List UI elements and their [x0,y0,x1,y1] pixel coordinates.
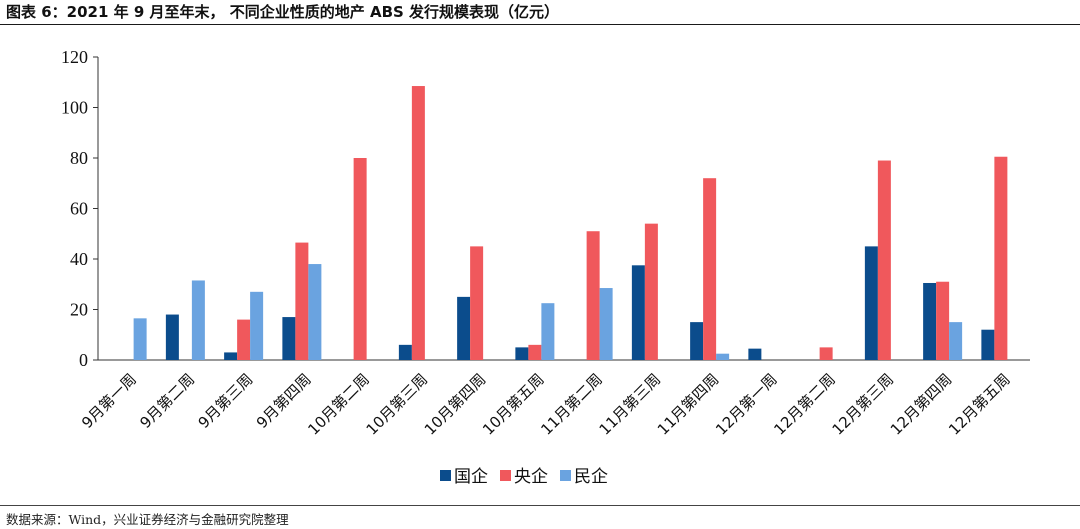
x-tick-label: 10月第三周 [363,370,432,439]
x-tick-label: 10月第五周 [479,370,548,439]
source-note: 数据来源：Wind，兴业证券经济与金融研究院整理 [6,512,289,527]
bar-国企-9月第二周 [165,314,179,360]
bar-国企-12月第三周 [864,246,878,360]
y-tick-label: 100 [61,98,88,118]
legend-label-民企: 民企 [574,467,608,487]
x-tick-label: 11月第四周 [654,370,723,439]
bar-央企-12月第五周 [994,156,1008,360]
bar-央企-11月第三周 [644,223,658,360]
top-rule [0,24,1080,25]
y-ticks: 0 20 40 60 80 100 120 [61,47,98,370]
bar-央企-10月第四周 [470,246,484,360]
y-tick-label: 0 [79,350,88,370]
chart-title: 图表 6：2021 年 9 月至年末， 不同企业性质的地产 ABS 发行规模表现… [6,3,560,21]
x-tick-label: 9月第一周 [78,370,140,432]
bar-民企-12月第四周 [949,322,963,360]
bar-国企-12月第五周 [981,329,995,360]
bar-民企-9月第四周 [308,264,322,360]
x-tick-label: 9月第四周 [253,370,315,432]
legend-swatch-国企 [440,470,451,481]
bar-民企-10月第五周 [541,303,555,360]
bar-国企-9月第四周 [282,317,296,360]
bar-国企-10月第三周 [398,344,412,360]
legend: 国企 央企 民企 [440,467,608,487]
x-tick-label: 12月第四周 [887,370,956,439]
bar-国企-9月第三周 [224,352,238,360]
bar-国企-12月第一周 [748,348,762,360]
bar-央企-9月第四周 [295,242,309,360]
x-tick-label: 10月第四周 [421,370,490,439]
bar-国企-11月第四周 [690,322,704,360]
bar-国企-11月第三周 [631,265,645,360]
bar-央企-12月第三周 [877,160,891,360]
bar-国企-12月第四周 [923,282,937,360]
legend-label-央企: 央企 [514,467,548,487]
bar-民企-11月第二周 [599,288,613,360]
y-tick-label: 40 [70,249,88,269]
bars [133,86,1008,360]
y-tick-label: 120 [61,47,88,67]
bottom-rule [0,505,1080,506]
bar-央企-10月第二周 [353,158,367,360]
x-tick-label: 9月第三周 [195,370,257,432]
legend-label-国企: 国企 [454,467,488,487]
bar-央企-11月第二周 [586,231,600,360]
x-tick-label: 11月第三周 [596,370,665,439]
x-tick-label: 12月第五周 [945,370,1014,439]
legend-swatch-民企 [560,470,571,481]
x-tick-label: 12月第三周 [829,370,898,439]
legend-swatch-央企 [500,470,511,481]
x-tick-label: 10月第二周 [304,370,373,439]
x-tick-label: 12月第二周 [770,370,839,439]
bar-民企-9月第二周 [191,280,205,360]
x-tick-label: 11月第二周 [537,370,606,439]
bar-央企-10月第三周 [411,86,425,360]
bar-国企-10月第四周 [457,296,471,360]
bar-民企-9月第一周 [133,318,147,360]
bar-民企-9月第三周 [250,291,264,360]
y-tick-label: 80 [70,148,88,168]
y-tick-label: 20 [70,300,88,320]
bar-央企-11月第四周 [703,178,717,360]
bar-央企-10月第五周 [528,344,542,360]
x-tick-label: 9月第二周 [136,370,198,432]
x-ticks: 9月第一周9月第二周9月第三周9月第四周10月第二周10月第三周10月第四周10… [78,370,1014,439]
bar-央企-9月第三周 [237,319,251,360]
bar-央企-12月第二周 [819,347,833,360]
bar-国企-10月第五周 [515,347,529,360]
bar-央企-12月第四周 [936,281,950,360]
x-tick-label: 12月第一周 [712,370,781,439]
bar-民企-11月第四周 [716,353,730,360]
y-tick-label: 60 [70,199,88,219]
